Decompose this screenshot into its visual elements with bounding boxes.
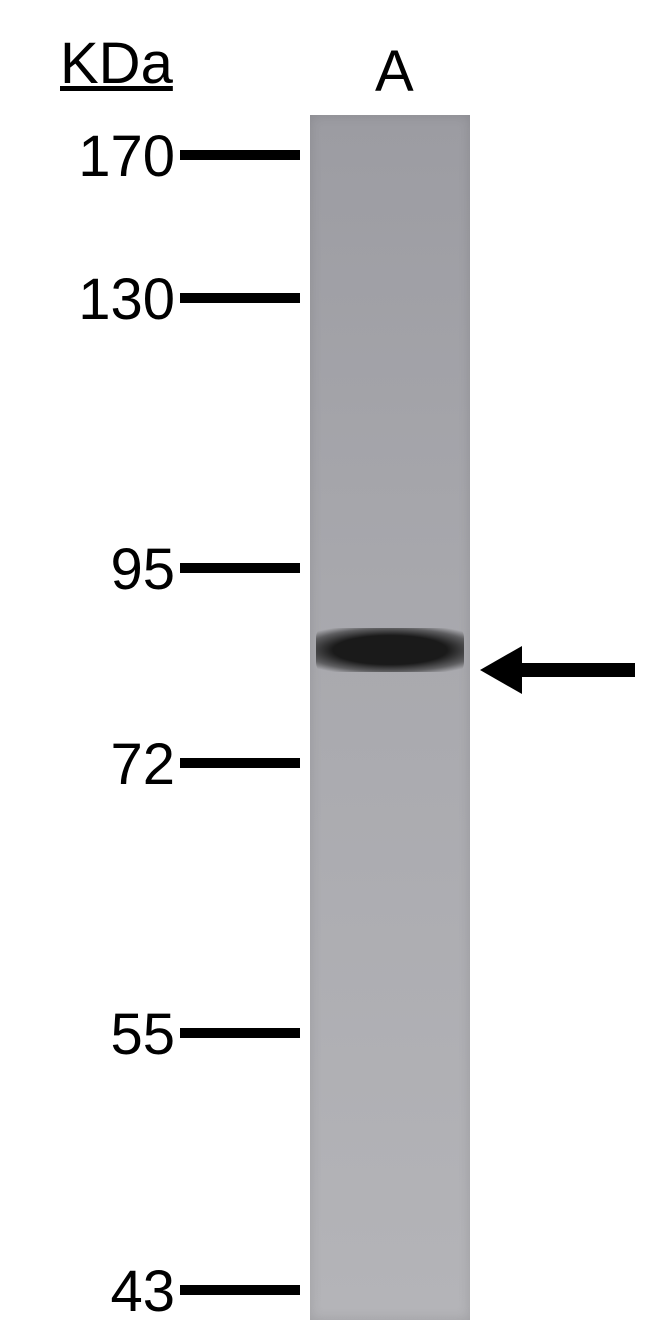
lane-a-label: A [375,38,414,105]
marker-label-1: 130 [0,266,175,333]
marker-line-3 [180,758,300,768]
marker-line-4 [180,1028,300,1038]
marker-line-1 [180,293,300,303]
arrow-head-icon [480,646,522,694]
marker-line-2 [180,563,300,573]
marker-label-0: 170 [0,123,175,190]
marker-label-5: 43 [0,1258,175,1325]
marker-label-2: 95 [0,536,175,603]
target-arrow [480,646,635,694]
axis-unit-label: KDa [60,30,173,97]
marker-label-3: 72 [0,731,175,798]
marker-line-5 [180,1285,300,1295]
blot-figure: KDa 170 130 95 72 55 43 A [0,0,650,1344]
band-0 [316,628,463,672]
arrow-shaft [522,663,635,677]
marker-line-0 [180,150,300,160]
marker-label-4: 55 [0,1001,175,1068]
lane-a [310,115,470,1320]
